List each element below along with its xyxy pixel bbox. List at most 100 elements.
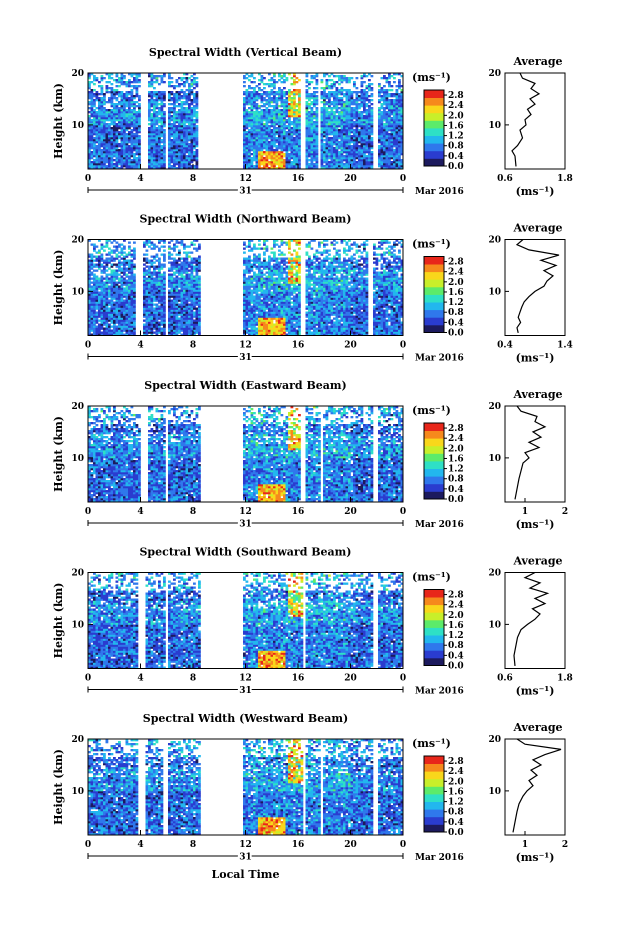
heatmap-cell bbox=[118, 318, 121, 320]
heatmap-cell bbox=[273, 137, 276, 139]
heatmap-cell bbox=[393, 107, 396, 109]
heatmap-cell bbox=[328, 131, 331, 133]
heatmap-cell bbox=[256, 133, 259, 135]
heatmap-cell bbox=[143, 304, 146, 306]
heatmap-cell bbox=[346, 163, 349, 165]
heatmap-cell bbox=[263, 141, 266, 143]
heatmap-cell bbox=[131, 159, 134, 161]
heatmap-cell bbox=[346, 159, 349, 161]
heatmap-cell bbox=[156, 159, 159, 161]
heatmap-cell bbox=[151, 292, 154, 294]
heatmap-cell bbox=[133, 316, 136, 318]
heatmap-cell bbox=[96, 115, 99, 117]
heatmap-cell bbox=[91, 101, 94, 103]
heatmap-cell bbox=[111, 312, 114, 314]
heatmap-cell bbox=[348, 145, 351, 147]
heatmap-cell bbox=[136, 149, 139, 151]
heatmap-cell bbox=[151, 294, 154, 296]
heatmap-cell bbox=[158, 133, 161, 135]
heatmap-cell bbox=[378, 145, 381, 147]
heatmap-cell bbox=[131, 322, 134, 324]
heatmap-cell bbox=[378, 91, 381, 93]
heatmap-cell bbox=[151, 155, 154, 157]
heatmap-cell bbox=[298, 121, 301, 123]
heatmap-cell bbox=[106, 260, 109, 262]
heatmap-cell bbox=[328, 157, 331, 159]
heatmap-cell bbox=[131, 262, 134, 264]
heatmap-cell bbox=[126, 326, 129, 328]
heatmap-cell bbox=[101, 99, 104, 101]
heatmap-cell bbox=[118, 308, 121, 310]
heatmap-cell bbox=[111, 99, 114, 101]
heatmap-cell bbox=[316, 87, 319, 89]
heatmap-cell bbox=[311, 77, 314, 79]
heatmap-cell bbox=[121, 316, 124, 318]
heatmap-cell bbox=[96, 294, 99, 296]
heatmap-cell bbox=[128, 153, 131, 155]
heatmap-cell bbox=[98, 294, 101, 296]
heatmap-cell bbox=[118, 157, 121, 159]
heatmap-cell bbox=[308, 143, 311, 145]
heatmap-cell bbox=[163, 75, 166, 77]
heatmap-cell bbox=[243, 119, 246, 121]
heatmap-cell bbox=[311, 145, 314, 147]
heatmap-cell bbox=[281, 109, 284, 111]
heatmap-cell bbox=[273, 107, 276, 109]
heatmap-cell bbox=[333, 163, 336, 165]
heatmap-cell bbox=[286, 141, 289, 143]
heatmap-cell bbox=[356, 103, 359, 105]
heatmap-cell bbox=[286, 155, 289, 157]
heatmap-cell bbox=[361, 101, 364, 103]
heatmap-cell bbox=[101, 153, 104, 155]
heatmap-cell bbox=[101, 246, 104, 248]
heatmap-cell bbox=[106, 113, 109, 115]
heatmap-cell bbox=[393, 151, 396, 153]
heatmap-cell bbox=[353, 163, 356, 165]
heatmap-cell bbox=[366, 133, 369, 135]
heatmap-cell bbox=[338, 99, 341, 101]
heatmap-cell bbox=[128, 284, 131, 286]
heatmap-cell bbox=[398, 81, 401, 83]
heatmap-cell bbox=[278, 99, 281, 101]
heatmap-cell bbox=[133, 123, 136, 125]
heatmap-cell bbox=[163, 81, 166, 83]
heatmap-cell bbox=[173, 159, 176, 161]
heatmap-cell bbox=[243, 143, 246, 145]
heatmap-cell bbox=[258, 133, 261, 135]
heatmap-cell bbox=[313, 95, 316, 97]
heatmap-cell bbox=[101, 272, 104, 274]
heatmap-cell bbox=[361, 83, 364, 85]
heatmap-cell bbox=[333, 115, 336, 117]
heatmap-cell bbox=[188, 127, 191, 129]
heatmap-cell bbox=[348, 101, 351, 103]
heatmap-cell bbox=[113, 328, 116, 330]
heatmap-cell bbox=[306, 141, 309, 143]
heatmap-cell bbox=[261, 139, 264, 141]
heatmap-cell bbox=[131, 294, 134, 296]
heatmap-cell bbox=[248, 155, 251, 157]
heatmap-cell bbox=[396, 121, 399, 123]
heatmap-cell bbox=[116, 109, 119, 111]
heatmap-cell bbox=[386, 163, 389, 165]
heatmap-cell bbox=[261, 147, 264, 149]
heatmap-cell bbox=[278, 93, 281, 95]
heatmap-cell bbox=[321, 97, 324, 99]
heatmap-cell bbox=[381, 155, 384, 157]
heatmap-cell bbox=[273, 145, 276, 147]
heatmap-cell bbox=[163, 133, 166, 135]
heatmap-cell bbox=[188, 155, 191, 157]
heatmap-cell bbox=[93, 292, 96, 294]
heatmap-cell bbox=[188, 121, 191, 123]
heatmap-cell bbox=[103, 314, 106, 316]
heatmap-cell bbox=[288, 97, 291, 99]
heatmap-cell bbox=[273, 129, 276, 131]
heatmap-cell bbox=[136, 153, 139, 155]
heatmap-cell bbox=[331, 161, 334, 163]
heatmap-cell bbox=[261, 77, 264, 79]
heatmap-cell bbox=[101, 119, 104, 121]
heatmap-cell bbox=[148, 111, 151, 113]
heatmap-cell bbox=[246, 97, 249, 99]
heatmap-cell bbox=[288, 113, 291, 115]
heatmap-cell bbox=[153, 127, 156, 129]
heatmap-cell bbox=[146, 266, 149, 268]
